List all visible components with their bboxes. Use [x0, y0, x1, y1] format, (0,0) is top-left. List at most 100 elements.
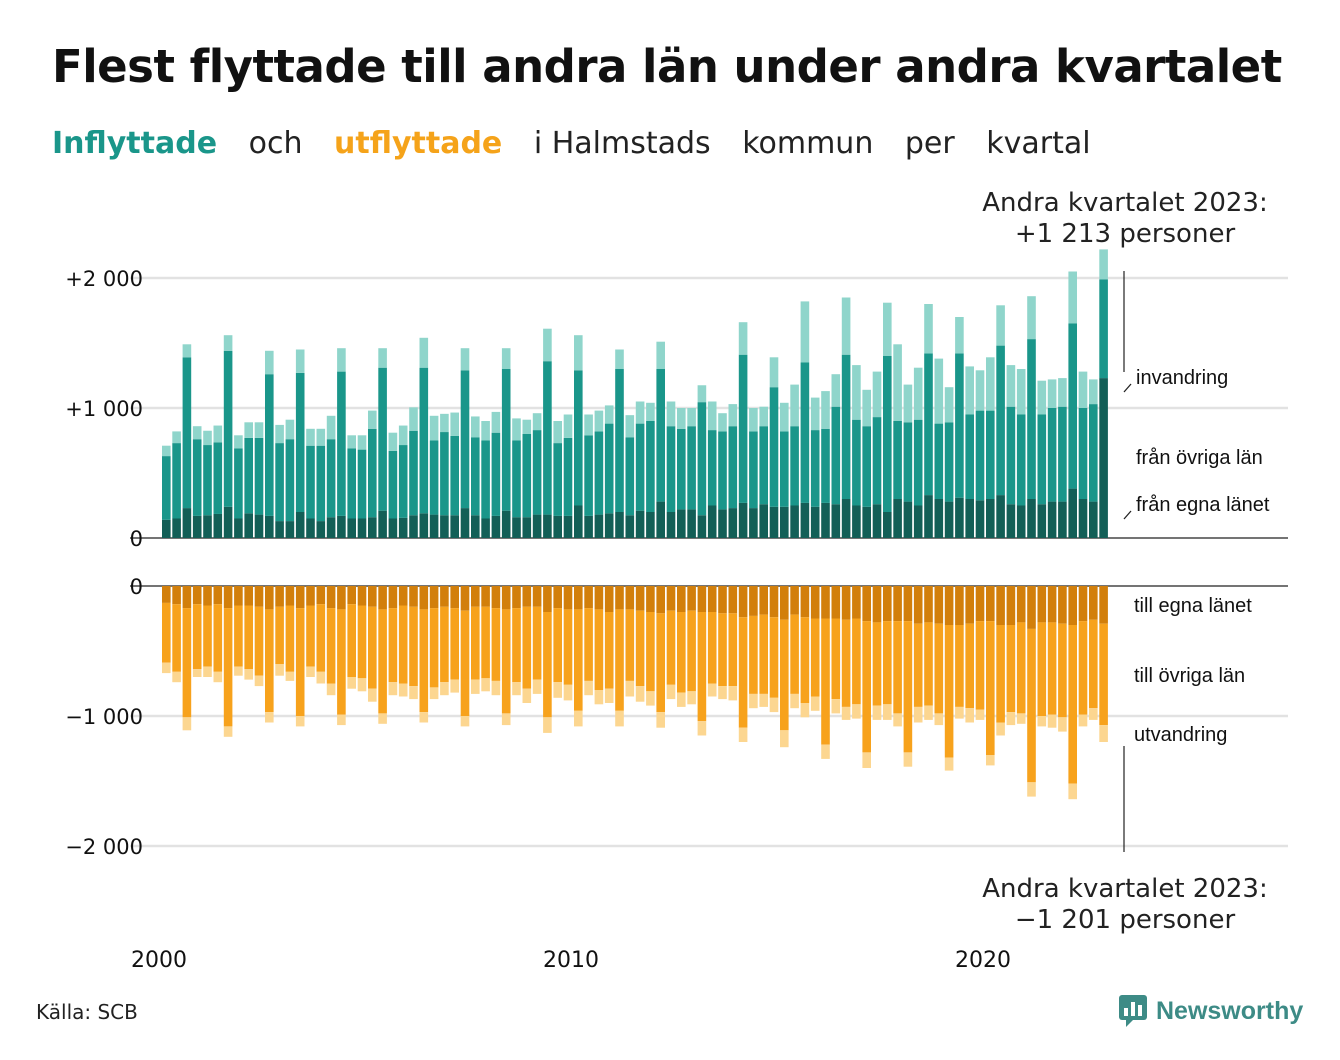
bar-other [337, 609, 346, 715]
bar-imm [934, 358, 944, 424]
bar-own [182, 508, 192, 538]
bar-other [924, 622, 933, 706]
bar-emi [440, 682, 449, 696]
bar-imm [852, 365, 861, 420]
bar-own [388, 518, 398, 538]
chart-subtitle: Inflyttade och utflyttade i Halmstads ko… [52, 126, 1113, 161]
bar-own [563, 515, 573, 538]
bar-imm [759, 406, 768, 427]
bar-other [810, 430, 820, 507]
bar-own [1089, 586, 1098, 620]
bar-own [440, 586, 449, 607]
bar-other [831, 618, 841, 700]
bar-other [656, 369, 665, 502]
bar-own [749, 586, 758, 616]
subtitle-word: kommun [742, 126, 874, 161]
bar-emi [780, 730, 789, 748]
bar-own [409, 515, 418, 538]
bar-own [192, 515, 202, 538]
bar-other [913, 623, 923, 707]
bar-other [285, 439, 295, 522]
bar-emi [738, 727, 748, 742]
bar-imm [677, 408, 686, 429]
bar-emi [986, 755, 995, 766]
bar-own [326, 586, 336, 609]
bar-own [883, 586, 892, 622]
bar-other [615, 609, 624, 711]
bar-own [893, 586, 902, 622]
bar-own [821, 502, 830, 538]
bar-own [182, 586, 192, 609]
bar-emi [450, 679, 459, 693]
bar-other [934, 623, 944, 714]
bar-other [460, 370, 470, 509]
bar-imm [285, 419, 295, 440]
bar-emi [254, 675, 264, 687]
bar-own [584, 515, 593, 538]
bar-emi [357, 678, 367, 692]
bar-emi [347, 677, 356, 689]
bar-other [532, 606, 542, 680]
bar-emi [388, 682, 398, 696]
bar-own [934, 586, 944, 624]
bar-own [955, 586, 964, 625]
bar-own [285, 521, 295, 538]
bar-own [821, 586, 830, 619]
bar-other [697, 612, 707, 722]
bar-other [501, 609, 511, 714]
bar-other [646, 612, 655, 692]
bar-own [532, 514, 542, 538]
bar-other [934, 423, 944, 499]
bar-own [604, 513, 614, 538]
bar-other [275, 606, 284, 664]
bar-own [944, 501, 954, 538]
bar-own [1099, 378, 1108, 538]
label-leader [1123, 510, 1132, 520]
bar-own [738, 502, 748, 538]
bar-other [398, 605, 408, 684]
bar-imm [512, 418, 521, 441]
bar-own [275, 521, 284, 538]
subtitle-word: i Halmstads [533, 126, 711, 161]
utflyttade-bars [162, 586, 1108, 800]
bar-other [532, 430, 542, 515]
bar-other [419, 609, 429, 713]
bar-own [254, 586, 264, 607]
bar-own [635, 510, 645, 538]
bar-imm [831, 374, 841, 407]
bar-imm [532, 413, 542, 431]
bar-other [821, 618, 830, 745]
bar-other [368, 606, 377, 689]
bar-own [749, 508, 758, 538]
bar-own [1027, 586, 1036, 629]
bar-other [388, 608, 398, 683]
bar-own [790, 586, 799, 615]
bar-own [656, 586, 665, 614]
bar-other [295, 372, 305, 512]
bar-own [707, 586, 717, 612]
bar-other [1078, 408, 1088, 499]
bar-other [872, 417, 882, 505]
inflyttade-bars [162, 249, 1108, 538]
bar-emi [749, 693, 758, 709]
bar-own [584, 586, 593, 609]
bar-other [718, 613, 727, 687]
bar-own [1016, 586, 1026, 623]
bar-own [687, 509, 696, 538]
annotation-bottom-line1: Andra kvartalet 2023: [982, 874, 1268, 904]
bar-other [965, 623, 974, 709]
bar-other [852, 618, 861, 705]
bar-own [450, 586, 459, 609]
bar-other [718, 431, 727, 510]
bar-imm [471, 416, 480, 438]
bar-other [553, 443, 562, 516]
bar-own [615, 586, 624, 610]
bar-own [162, 586, 171, 603]
bar-emi [1089, 708, 1098, 720]
bar-other [357, 449, 367, 519]
bar-imm [1068, 271, 1077, 324]
bar-other [388, 450, 398, 519]
bar-own [563, 586, 573, 610]
bar-imm [491, 411, 501, 433]
bar-imm [697, 385, 707, 403]
